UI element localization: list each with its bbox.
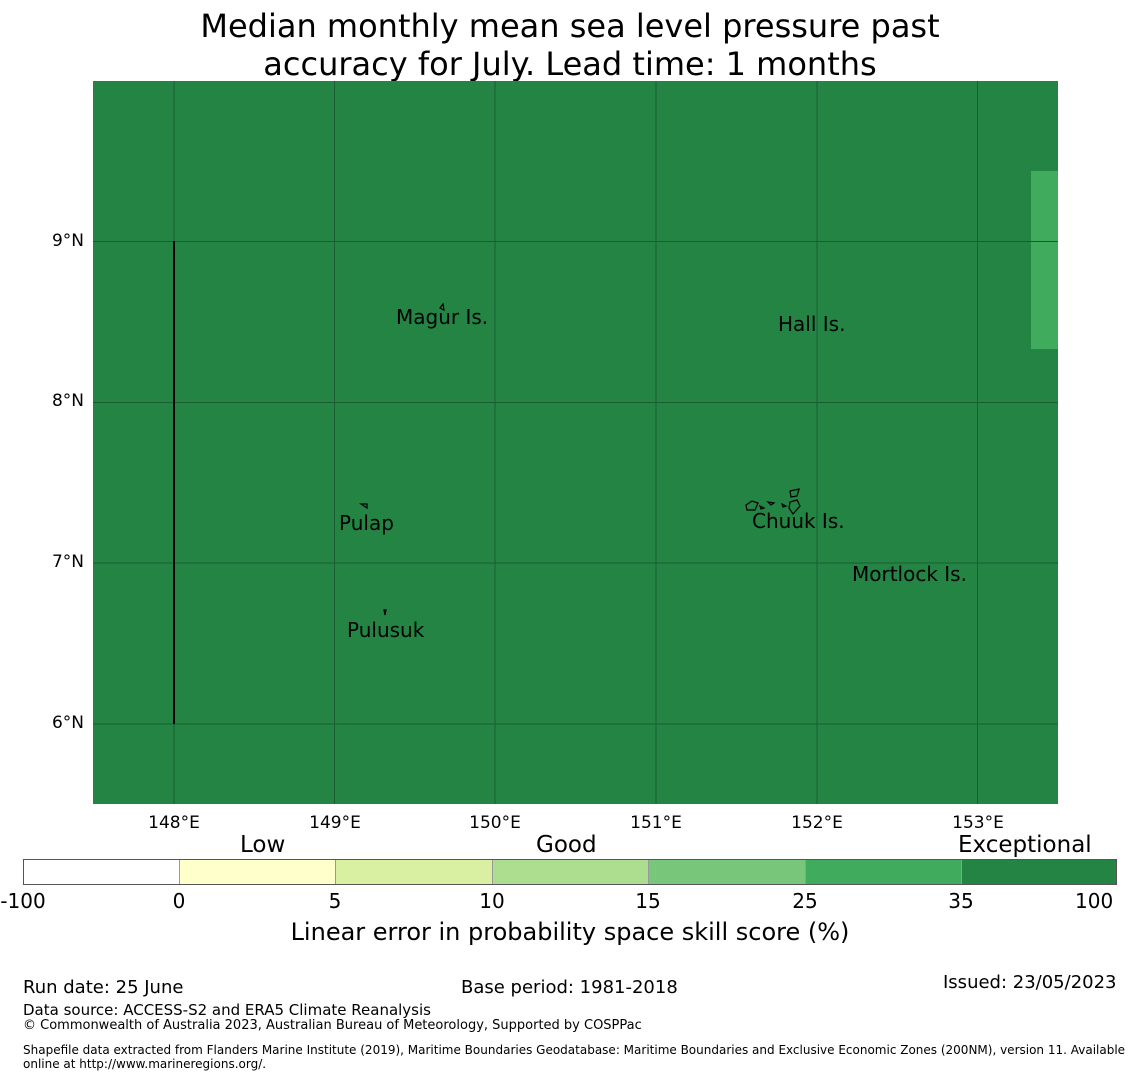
colorbar-tick-7: 35 <box>948 889 974 913</box>
island-chuuk-6 <box>788 499 801 515</box>
colorbar-segment-7 <box>962 860 1116 884</box>
lon-label-148e: 148°E <box>148 813 200 833</box>
place-label-chuuk: Chuuk Is. <box>752 509 845 533</box>
lon-label-149e: 149°E <box>309 813 361 833</box>
colorbar-segment-3 <box>336 860 493 884</box>
lat-label-9n: 9°N <box>51 231 84 251</box>
island-chuuk-3 <box>766 501 776 506</box>
island-magur <box>439 302 445 312</box>
colorbar-segment-5 <box>649 860 806 884</box>
island-pulusuk <box>383 609 387 616</box>
island-chuuk-1 <box>789 488 800 498</box>
colorbar-tick-3: 5 <box>328 889 342 913</box>
colorbar-segment-6 <box>806 860 962 884</box>
place-label-pulap: Pulap <box>339 511 394 535</box>
map-background <box>93 81 1058 804</box>
colorbar-tick-8: 100 <box>1075 889 1114 913</box>
legend-category-low: Low <box>240 832 286 858</box>
place-label-hall: Hall Is. <box>778 312 846 336</box>
place-label-mortlock: Mortlock Is. <box>852 562 967 586</box>
legend-colorbar <box>23 859 1117 885</box>
shapefile-credit-line-1: Shapefile data extracted from Flanders M… <box>23 1043 1126 1057</box>
issued-date: Issued: 23/05/2023 <box>943 972 1117 993</box>
place-label-magur: Magur Is. <box>396 305 489 329</box>
shapefile-credit-line-2: online at http://www.marineregions.org/. <box>23 1057 267 1071</box>
lat-label-7n: 7°N <box>51 552 84 572</box>
map-title-line-1: Median monthly mean sea level pressure p… <box>200 7 940 45</box>
island-chuuk-4 <box>758 504 766 510</box>
colorbar-tick-6: 25 <box>792 889 818 913</box>
colorbar-tick-1: -100 <box>0 889 46 913</box>
lon-label-152e: 152°E <box>791 813 843 833</box>
base-period: Base period: 1981-2018 <box>461 977 678 998</box>
copyright: © Commonwealth of Australia 2023, Austra… <box>23 1018 642 1033</box>
lat-label-8n: 8°N <box>51 391 84 411</box>
legend-category-exceptional: Exceptional <box>958 832 1092 858</box>
lat-label-6n: 6°N <box>51 713 84 733</box>
colorbar-tick-5: 15 <box>635 889 661 913</box>
colorbar-axis-label: Linear error in probability space skill … <box>290 918 850 946</box>
data-source: Data source: ACCESS-S2 and ERA5 Climate … <box>23 1001 431 1019</box>
colorbar-tick-2: 0 <box>172 889 186 913</box>
lon-label-150e: 150°E <box>469 813 521 833</box>
place-label-pulusuk: Pulusuk <box>347 618 425 642</box>
colorbar-segment-1 <box>24 860 180 884</box>
map-title-line-2: accuracy for July. Lead time: 1 months <box>263 45 877 83</box>
colorbar-segment-4 <box>493 860 649 884</box>
colorbar-tick-4: 10 <box>479 889 505 913</box>
island-pulap <box>359 503 368 510</box>
island-outlines <box>359 302 801 616</box>
colorbar-segment-2 <box>180 860 336 884</box>
run-date: Run date: 25 June <box>23 977 184 998</box>
island-chuuk-5 <box>780 502 788 508</box>
lon-label-153e: 153°E <box>952 813 1004 833</box>
island-chuuk-2 <box>745 500 759 511</box>
higher-skill-patch <box>1031 171 1058 349</box>
legend-category-good: Good <box>536 832 597 858</box>
lon-label-151e: 151°E <box>630 813 682 833</box>
